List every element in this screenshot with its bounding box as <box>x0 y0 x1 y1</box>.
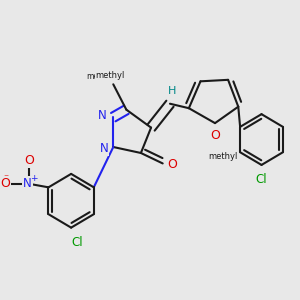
Text: O: O <box>210 129 220 142</box>
Text: O: O <box>0 177 10 190</box>
Text: methyl: methyl <box>86 72 113 81</box>
Text: N: N <box>100 142 108 155</box>
Text: Cl: Cl <box>256 173 267 186</box>
Text: N: N <box>98 109 106 122</box>
Text: H: H <box>168 86 176 96</box>
Text: N: N <box>23 177 32 190</box>
Text: methyl: methyl <box>208 152 237 161</box>
Text: O: O <box>167 158 177 171</box>
Text: O: O <box>24 154 34 167</box>
Text: +: + <box>30 174 37 183</box>
Text: ⁻: ⁻ <box>3 173 8 183</box>
Text: methyl: methyl <box>96 71 125 80</box>
Text: Cl: Cl <box>71 236 83 249</box>
